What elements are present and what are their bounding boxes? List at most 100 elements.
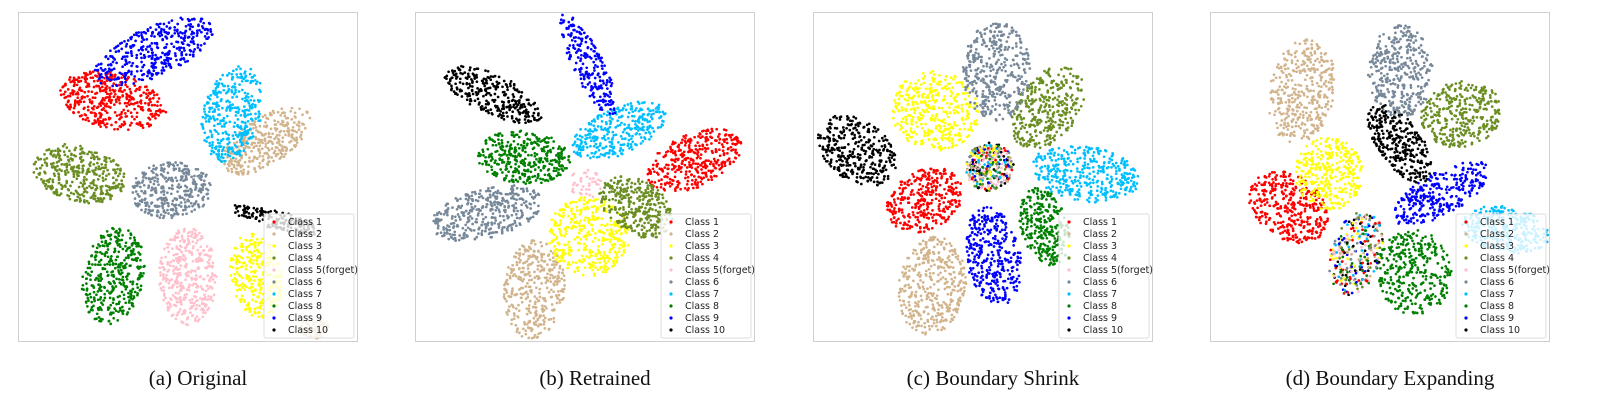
point <box>233 204 237 207</box>
point <box>540 244 544 248</box>
point <box>638 198 642 202</box>
point <box>131 282 134 286</box>
point <box>203 293 206 297</box>
point <box>559 219 562 223</box>
point <box>562 214 565 217</box>
point <box>525 307 529 311</box>
point <box>83 113 87 116</box>
point <box>683 144 687 147</box>
point <box>244 121 247 125</box>
point <box>686 179 690 183</box>
point <box>163 61 166 65</box>
point <box>231 85 235 88</box>
point <box>126 39 130 42</box>
point <box>204 116 207 120</box>
point <box>257 115 261 118</box>
point <box>105 111 109 115</box>
point <box>57 173 61 176</box>
point <box>295 136 298 140</box>
point <box>255 256 259 260</box>
point <box>540 265 544 269</box>
point <box>272 111 276 115</box>
point <box>121 312 125 316</box>
point <box>260 314 264 317</box>
point <box>95 64 98 68</box>
point <box>103 254 107 258</box>
point <box>184 174 188 178</box>
point <box>253 120 257 123</box>
point <box>72 76 76 80</box>
point <box>130 121 133 125</box>
point <box>591 195 595 199</box>
point <box>596 248 600 252</box>
point <box>205 32 209 35</box>
point <box>120 80 124 84</box>
point <box>157 114 161 117</box>
point <box>103 286 106 290</box>
point <box>247 215 251 219</box>
point <box>198 28 201 32</box>
point <box>211 261 215 265</box>
point <box>576 269 580 273</box>
point <box>632 221 636 225</box>
point <box>616 182 619 186</box>
point <box>235 140 239 144</box>
legend-label: Class 5(forget) <box>288 265 358 276</box>
point <box>250 270 253 274</box>
point <box>158 22 162 26</box>
point <box>569 220 573 224</box>
point <box>266 163 270 167</box>
point <box>68 107 71 111</box>
point <box>557 249 560 252</box>
point <box>723 164 727 168</box>
point <box>87 119 91 123</box>
point <box>189 301 193 305</box>
point <box>127 246 130 250</box>
point <box>505 299 508 303</box>
point <box>614 193 617 196</box>
point <box>597 244 600 248</box>
point <box>632 201 636 205</box>
point <box>606 259 610 263</box>
point <box>543 316 547 320</box>
point <box>580 224 584 228</box>
point <box>226 162 230 166</box>
point <box>235 68 238 71</box>
point <box>176 236 180 239</box>
point <box>105 92 109 96</box>
point <box>254 126 258 129</box>
point <box>192 31 196 35</box>
point <box>620 253 624 257</box>
point <box>51 178 55 182</box>
point <box>683 139 687 143</box>
point <box>232 92 236 96</box>
point <box>160 61 164 65</box>
point <box>194 274 198 277</box>
point <box>101 303 105 306</box>
point <box>724 133 728 136</box>
point <box>676 183 680 187</box>
point <box>267 148 271 152</box>
point <box>590 223 594 227</box>
point <box>548 269 552 273</box>
point <box>42 181 46 185</box>
point <box>137 267 141 270</box>
point <box>56 147 60 151</box>
point <box>95 312 99 316</box>
legend-marker <box>272 280 276 284</box>
point <box>126 101 129 105</box>
point <box>251 212 255 215</box>
point <box>601 230 604 234</box>
point <box>707 169 711 173</box>
point <box>597 238 601 242</box>
point <box>87 150 91 154</box>
point <box>243 206 247 210</box>
point <box>146 45 149 49</box>
point <box>124 241 128 245</box>
point <box>199 237 202 241</box>
point <box>646 187 650 191</box>
point <box>198 275 202 279</box>
point <box>529 289 532 293</box>
point <box>131 250 135 253</box>
point <box>113 281 116 285</box>
